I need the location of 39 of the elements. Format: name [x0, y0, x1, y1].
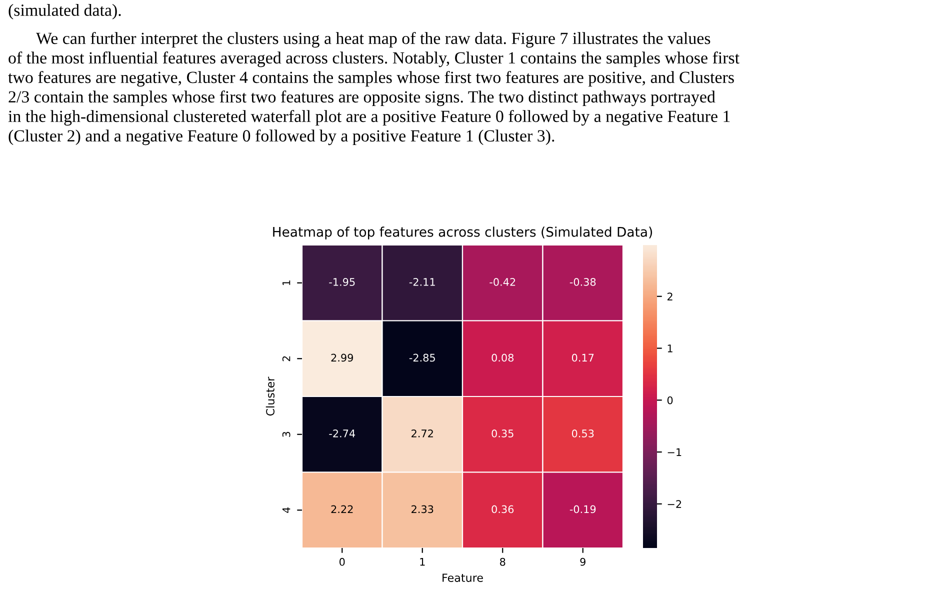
- data-label: 0.35: [492, 430, 514, 438]
- color-bar-label: 2: [667, 292, 672, 300]
- text: two features are negative, Cluster 4 contains the samples whose first two features are positive, and Clusters: [8, 71, 734, 87]
- y-tick-label: 2: [282, 356, 290, 362]
- x-tick-label: 9: [580, 558, 586, 566]
- data-label: 2.99: [331, 354, 353, 362]
- y-tick-label: 3: [282, 432, 290, 437]
- data-label: 2.72: [412, 430, 433, 438]
- color-bar-label: 1: [668, 344, 672, 352]
- data-label: -2.74: [329, 430, 356, 438]
- x-tick-label: 0: [340, 558, 345, 566]
- data-label: 0.08: [492, 354, 514, 362]
- data-label: -1.95: [329, 278, 355, 286]
- data-label: 0.36: [492, 505, 514, 514]
- text: in the high-dimensional clustereted waterfall plot are a positive Feature 0 followed by a negative Feature 1: [8, 110, 730, 126]
- data-label: -0.19: [570, 505, 596, 514]
- text: (simulated data).: [8, 4, 121, 20]
- data-label: 2.33: [412, 505, 434, 514]
- data-label: -0.42: [490, 278, 516, 286]
- text: of the most influential features averaged across clusters. Notably, Cluster 1 contains the samples whose first: [8, 52, 740, 68]
- color-bar-label: 0: [667, 396, 673, 404]
- color-bar-label: −1: [668, 448, 682, 456]
- data-label: -2.11: [409, 278, 435, 286]
- y-tick-label: 1: [282, 280, 290, 286]
- x-tick-label: 1: [420, 558, 425, 566]
- text: 2/3 contain the samples whose first two features are opposite signs. The two distinct pathways portrayed: [8, 90, 716, 106]
- x-tick-label: 8: [500, 558, 506, 566]
- data-label: 0.53: [572, 430, 594, 438]
- data-label: -0.38: [570, 278, 596, 286]
- text: (Cluster 2) and a negative Feature 0 followed by a positive Feature 1 (Cluster 3).: [8, 130, 554, 146]
- chart-title: Heatmap of top features across clusters (Simulated Data): [273, 226, 652, 240]
- x-axis-title: Feature: [442, 574, 483, 582]
- data-label: 2.22: [331, 505, 353, 513]
- data-label: 0.17: [572, 354, 594, 362]
- y-tick-label: 4: [282, 507, 290, 513]
- y-axis-title: Cluster: [266, 376, 274, 416]
- data-label: -2.85: [409, 354, 435, 362]
- text: We can further interpret the clusters using a heat map of the raw data. Figure 7 illustrates the values: [36, 32, 710, 48]
- color-bar-label: −2: [668, 500, 682, 508]
